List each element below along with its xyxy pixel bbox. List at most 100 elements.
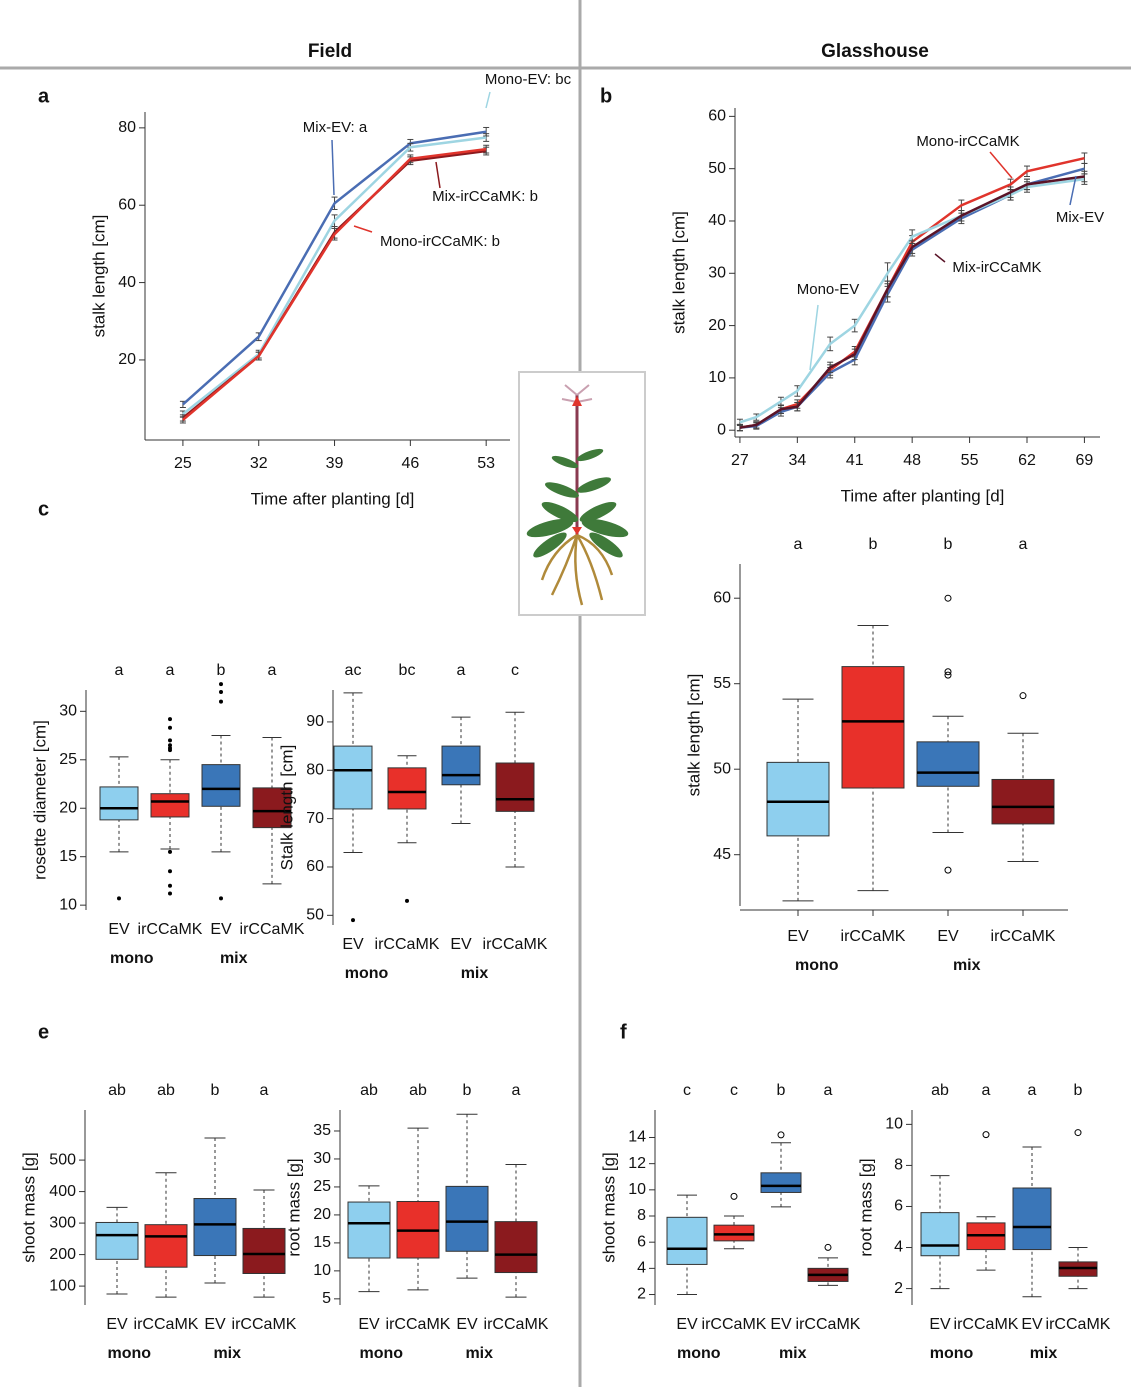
y-axis-label: stalk length [cm]: [669, 211, 688, 334]
significance-letter: a: [512, 1082, 521, 1099]
page: Field Glasshouse a b c d e f 20406080253…: [0, 0, 1131, 1387]
outlier: [169, 850, 172, 853]
significance-letter: ab: [409, 1082, 427, 1099]
x-tick-label: EV: [929, 1316, 951, 1333]
group-label: mix: [1030, 1345, 1058, 1362]
y-tick-label: 60: [118, 196, 136, 213]
y-tick-label: 80: [118, 119, 136, 136]
y-tick-label: 40: [118, 274, 136, 291]
x-axis-label: Time after planting [d]: [841, 486, 1005, 505]
y-tick-label: 10: [628, 1181, 646, 1198]
significance-letter: a: [457, 662, 466, 679]
outlier: [945, 867, 951, 873]
series-line: [183, 138, 486, 415]
y-tick-label: 45: [713, 846, 731, 863]
box: [348, 1202, 390, 1258]
x-tick-label: irCCaMK: [841, 928, 906, 945]
series-line: [740, 158, 1084, 427]
outlier: [1020, 693, 1026, 699]
panel-label: a: [38, 85, 50, 107]
outlier: [169, 739, 172, 742]
header: Field: [308, 41, 352, 62]
series-label: Mono-irCCaMK: [916, 133, 1019, 150]
y-tick-label: 12: [628, 1155, 646, 1172]
outlier: [220, 700, 223, 703]
x-tick-label: irCCaMK: [796, 1316, 861, 1333]
y-tick-label: 60: [708, 108, 726, 125]
y-tick-label: 2: [637, 1286, 646, 1303]
box: [442, 746, 480, 785]
box: [145, 1225, 187, 1268]
y-tick-label: 10: [59, 896, 77, 913]
box: [496, 763, 534, 811]
x-tick-label: EV: [204, 1316, 226, 1333]
y-axis-label: shoot mass [g]: [19, 1152, 38, 1263]
x-tick-label: EV: [937, 928, 959, 945]
group-label: mono: [795, 957, 839, 974]
x-tick-label: EV: [210, 921, 232, 938]
x-tick-label: irCCaMK: [138, 921, 203, 938]
y-tick-label: 55: [713, 675, 731, 692]
label-leader: [935, 254, 945, 262]
series-label: Mix-irCCaMK: [952, 259, 1041, 276]
box: [243, 1228, 285, 1273]
y-tick-label: 0: [717, 421, 726, 438]
y-tick-label: 400: [49, 1183, 76, 1200]
y-tick-label: 50: [306, 907, 324, 924]
x-tick-label: irCCaMK: [232, 1316, 297, 1333]
significance-letter: ab: [108, 1082, 126, 1099]
y-axis-label: stalk length [cm]: [684, 674, 703, 797]
y-tick-label: 70: [306, 810, 324, 827]
y-axis-label: shoot mass [g]: [599, 1152, 618, 1263]
y-tick-label: 6: [894, 1198, 903, 1215]
label-leader: [810, 305, 818, 370]
x-tick-label: irCCaMK: [483, 936, 548, 953]
panel-label: c: [38, 498, 49, 520]
y-tick-label: 4: [637, 1260, 646, 1277]
outlier: [220, 690, 223, 693]
x-tick-label: EV: [358, 1316, 380, 1333]
label-leader: [332, 140, 334, 195]
x-tick-label: 62: [1018, 452, 1036, 469]
outlier: [945, 595, 951, 601]
series-label: Mono-EV: bc: [485, 71, 572, 88]
y-axis-label: root mass [g]: [856, 1158, 875, 1256]
y-tick-label: 20: [59, 799, 77, 816]
y-tick-label: 25: [313, 1178, 331, 1195]
significance-letter: b: [1074, 1082, 1083, 1099]
y-tick-label: 90: [306, 713, 324, 730]
outlier: [169, 744, 172, 747]
header: Glasshouse: [821, 41, 929, 62]
outlier: [169, 718, 172, 721]
y-tick-label: 20: [708, 317, 726, 334]
x-tick-label: irCCaMK: [375, 936, 440, 953]
label-leader: [990, 152, 1012, 178]
group-label: mono: [107, 1345, 151, 1362]
box: [100, 787, 138, 820]
x-tick-label: EV: [108, 921, 130, 938]
series-label: Mono-EV: [797, 281, 860, 298]
outlier: [118, 897, 121, 900]
significance-letter: b: [944, 536, 953, 553]
box: [917, 742, 979, 786]
group-label: mix: [953, 957, 981, 974]
y-tick-label: 30: [708, 265, 726, 282]
significance-letter: a: [1019, 536, 1028, 553]
y-tick-label: 10: [708, 369, 726, 386]
outlier: [169, 870, 172, 873]
y-tick-label: 30: [313, 1150, 331, 1167]
x-tick-label: 34: [788, 452, 806, 469]
significance-letter: a: [1028, 1082, 1037, 1099]
x-axis-label: Time after planting [d]: [251, 489, 415, 508]
significance-letter: ab: [157, 1082, 175, 1099]
y-tick-label: 60: [306, 858, 324, 875]
outlier: [352, 919, 355, 922]
outlier: [825, 1244, 831, 1250]
outlier: [1075, 1130, 1081, 1136]
y-tick-label: 8: [637, 1207, 646, 1224]
box: [1013, 1188, 1051, 1250]
plant-illustration: [519, 372, 645, 615]
significance-letter: ac: [345, 662, 362, 679]
y-tick-label: 25: [59, 751, 77, 768]
group-label: mix: [779, 1345, 807, 1362]
